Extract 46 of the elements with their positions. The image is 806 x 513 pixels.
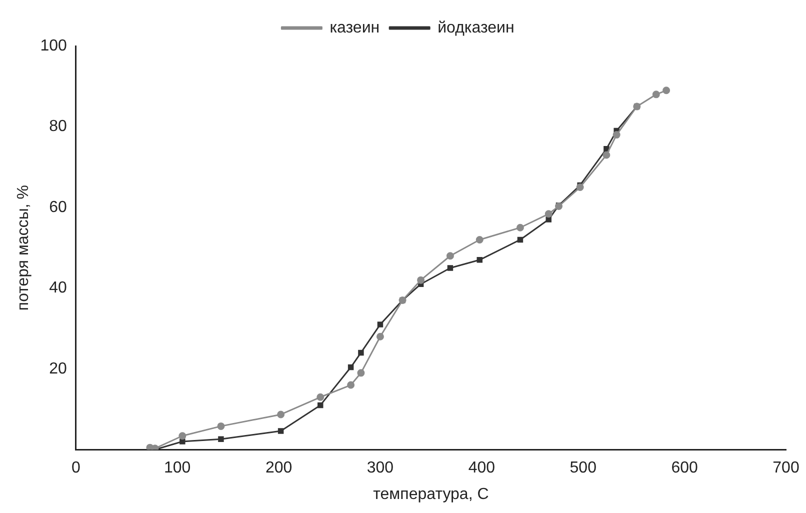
point bbox=[576, 184, 584, 192]
legend-label: казеин bbox=[330, 19, 380, 36]
point bbox=[447, 265, 454, 271]
point bbox=[544, 210, 552, 218]
point bbox=[652, 90, 660, 98]
x-tick-label: 200 bbox=[265, 460, 292, 477]
x-tick-label: 700 bbox=[772, 460, 800, 477]
point bbox=[662, 86, 670, 94]
y-axis-title: потеря массы, % bbox=[15, 184, 32, 311]
point bbox=[217, 422, 225, 430]
y-tick-label: 80 bbox=[49, 118, 67, 136]
point bbox=[377, 322, 384, 328]
point bbox=[218, 436, 224, 442]
point bbox=[517, 236, 524, 243]
x-tick-label: 300 bbox=[366, 460, 394, 477]
point bbox=[316, 393, 324, 401]
x-tick-label: 600 bbox=[671, 460, 698, 477]
y-tick-label: 20 bbox=[49, 360, 67, 378]
point bbox=[357, 369, 365, 377]
point bbox=[516, 224, 524, 232]
legend-label: йодказеин bbox=[438, 19, 514, 36]
point bbox=[318, 402, 324, 408]
x-axis-title: температура, С bbox=[373, 486, 489, 503]
x-tick-label: 500 bbox=[570, 460, 597, 477]
point bbox=[476, 236, 484, 244]
x-tick-label: 400 bbox=[468, 460, 496, 477]
point bbox=[612, 131, 620, 139]
point bbox=[358, 350, 364, 356]
point bbox=[277, 410, 285, 418]
point bbox=[417, 276, 425, 284]
point bbox=[604, 146, 610, 152]
x-tick-label: 0 bbox=[71, 460, 80, 477]
point bbox=[476, 257, 483, 263]
point bbox=[602, 151, 610, 159]
x-tick-label: 100 bbox=[164, 460, 191, 477]
point bbox=[178, 432, 186, 440]
point bbox=[446, 252, 454, 260]
point bbox=[376, 332, 384, 340]
y-tick-label: 60 bbox=[49, 198, 67, 216]
point bbox=[278, 428, 284, 434]
point bbox=[180, 438, 186, 444]
y-tick-label: 40 bbox=[49, 280, 67, 297]
point bbox=[347, 381, 355, 389]
point bbox=[546, 216, 552, 222]
point bbox=[348, 364, 354, 370]
y-tick-label: 100 bbox=[40, 37, 67, 54]
